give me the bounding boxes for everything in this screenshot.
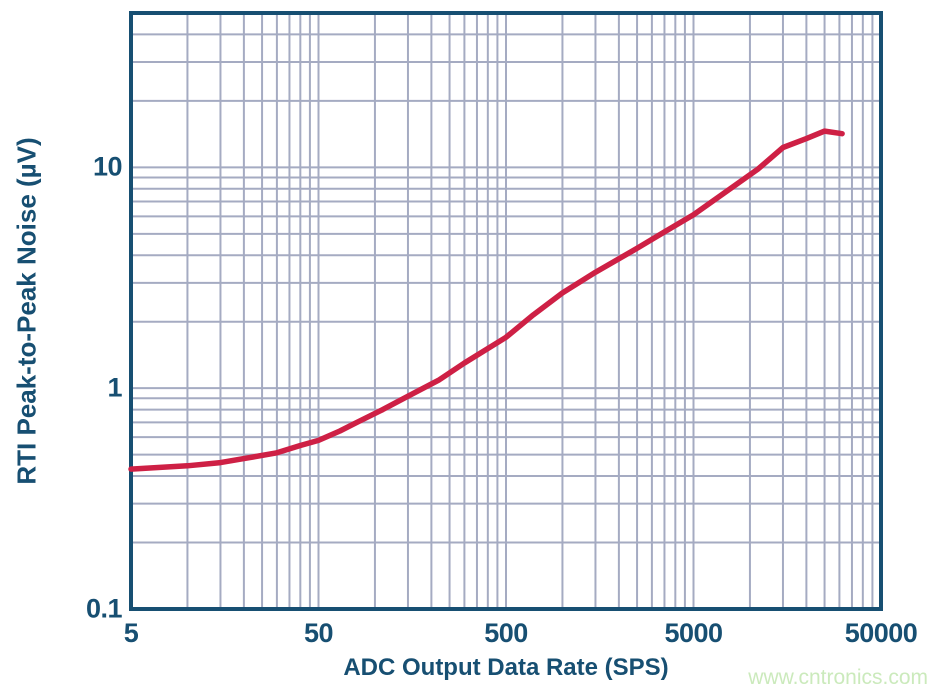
plot-frame <box>129 11 883 611</box>
x-tick-label: 5 <box>123 618 139 648</box>
y-tick-label: 0.1 <box>85 593 123 624</box>
y-tick-label: 1 <box>107 372 122 403</box>
x-tick-label: 50000 <box>844 618 918 648</box>
y-tick-label: 10 <box>92 151 123 182</box>
y-axis-title: RTI Peak-to-Peak Noise (µV) <box>11 137 42 485</box>
noise-curve <box>128 128 845 472</box>
watermark-text: www.cntronics.com <box>748 666 928 689</box>
x-axis-title: ADC Output Data Rate (SPS) <box>343 654 669 681</box>
x-tick-label: 500 <box>484 618 528 648</box>
grid-lines <box>131 13 881 609</box>
x-tick-label: 50 <box>303 618 334 648</box>
x-tick-label: 5000 <box>664 618 723 648</box>
